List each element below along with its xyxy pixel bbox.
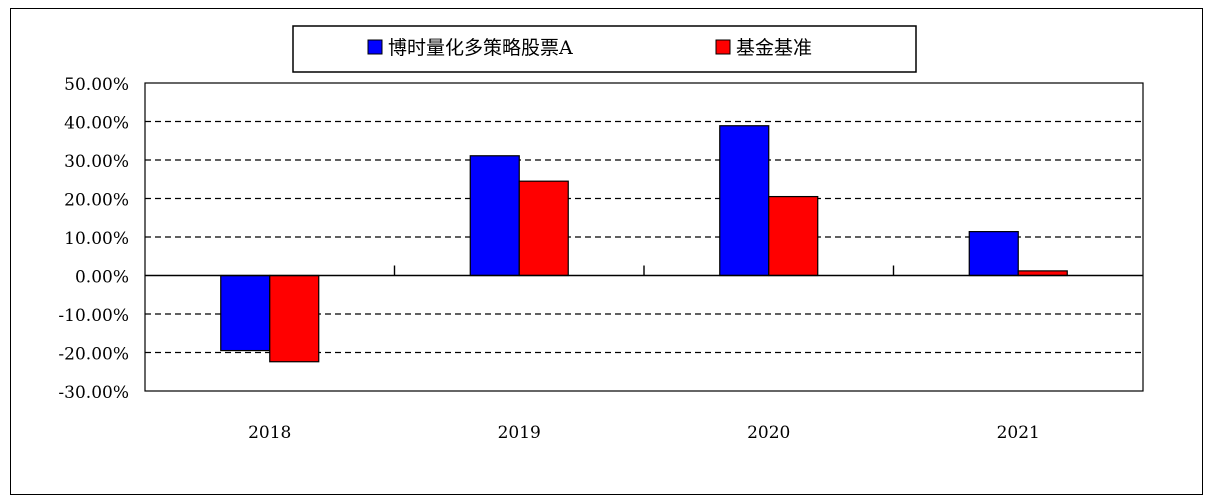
legend-swatch-series-2 — [715, 39, 731, 55]
x-tick-label: 2020 — [747, 423, 790, 443]
y-tick-label: 40.00% — [64, 114, 129, 134]
y-tick-label: -20.00% — [58, 345, 129, 365]
y-tick-label: 50.00% — [64, 75, 129, 95]
bar-FF0000-2019 — [518, 180, 569, 277]
x-tick-label: 2019 — [498, 423, 541, 443]
y-tick-label: -30.00% — [58, 383, 129, 403]
x-tick-label: 2018 — [248, 423, 291, 443]
bar-FF0000-2020 — [768, 195, 819, 277]
axes — [145, 265, 1143, 277]
y-tick-label: 0.00% — [75, 268, 129, 288]
legend: 博时量化多策略股票A 基金基准 — [292, 25, 917, 73]
bar-0000FF-2020 — [719, 125, 770, 277]
y-tick-label: 10.00% — [64, 229, 129, 249]
bar-0000FF-2019 — [469, 155, 520, 277]
x-axis-tick-labels: 2018 2019 2020 2021 — [248, 423, 1040, 443]
y-tick-label: 30.00% — [64, 152, 129, 172]
legend-label-series-1: 博时量化多策略股票A — [388, 37, 573, 59]
y-tick-label: -10.00% — [58, 306, 129, 326]
bar-0000FF-2021 — [968, 231, 1019, 277]
legend-box — [292, 25, 917, 73]
y-tick-label: 20.00% — [64, 191, 129, 211]
bar-0000FF-2018 — [220, 274, 271, 352]
y-axis-tick-labels: 50.00% 40.00% 30.00% 20.00% 10.00% 0.00% -10.0… — [58, 75, 129, 403]
legend-swatch-series-1 — [367, 39, 383, 55]
x-tick-label: 2021 — [997, 423, 1040, 443]
bar-FF0000-2018 — [269, 274, 320, 363]
plot-area — [144, 82, 1144, 392]
legend-label-series-2: 基金基准 — [736, 37, 812, 59]
bars — [220, 125, 1068, 363]
